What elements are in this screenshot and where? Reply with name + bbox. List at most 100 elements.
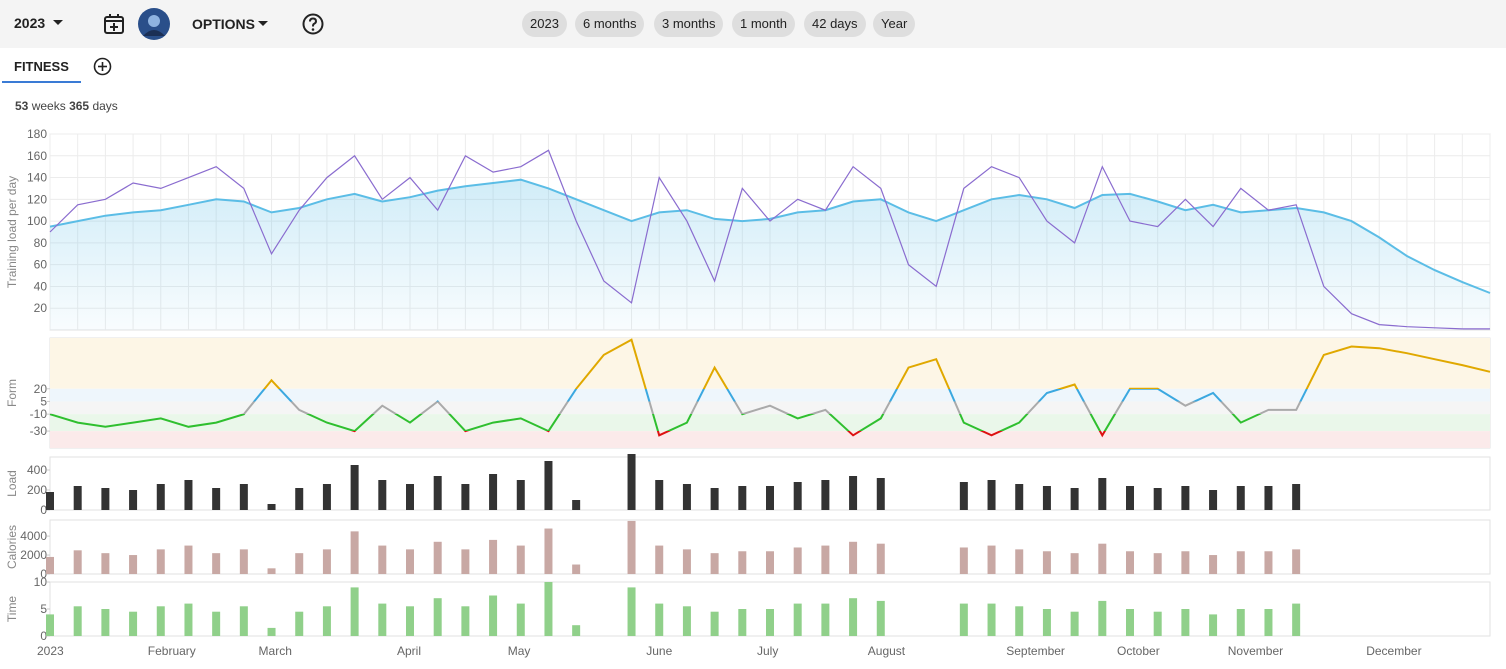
- y-tick-label: 120: [27, 192, 47, 206]
- chart-panel: Calories 0 2000 4000: [5, 519, 1491, 581]
- bar: [239, 484, 248, 510]
- y-tick-label: 10: [34, 575, 48, 589]
- bar: [433, 541, 442, 574]
- y-tick-label: 180: [27, 127, 47, 141]
- bar: [378, 603, 387, 636]
- y-tick-label: 4000: [20, 529, 47, 543]
- bar: [322, 606, 331, 636]
- bar: [212, 611, 221, 636]
- days-unit: days: [92, 99, 118, 113]
- range-button[interactable]: 42 days: [804, 11, 866, 37]
- chart-panel: Time 0 5 10 2023 February March April May June Jul…: [5, 575, 1491, 658]
- bar: [322, 484, 331, 510]
- bar: [738, 486, 747, 510]
- bar: [1126, 551, 1134, 574]
- bar: [406, 484, 414, 510]
- bar: [1042, 551, 1051, 574]
- range-button[interactable]: Year: [873, 11, 916, 37]
- bar: [821, 545, 830, 574]
- bar: [1042, 609, 1051, 636]
- y-tick-label: 0: [40, 629, 47, 643]
- x-tick-label: April: [397, 644, 421, 658]
- zone-band: [50, 414, 1490, 432]
- calendar-icon[interactable]: [102, 12, 126, 36]
- bar: [1153, 488, 1162, 510]
- bar: [766, 609, 774, 636]
- bar: [682, 549, 691, 574]
- bar: [655, 603, 664, 636]
- zone-band: [50, 388, 1490, 402]
- bar: [1209, 614, 1218, 636]
- options-menu[interactable]: OPTIONS: [192, 16, 256, 32]
- bar: [378, 480, 387, 510]
- bar: [156, 549, 165, 574]
- dropdown-arrow: [258, 21, 268, 26]
- bar: [959, 482, 968, 510]
- bar: [793, 603, 802, 636]
- range-button[interactable]: 6 months: [575, 11, 645, 37]
- y-tick-label: 140: [27, 171, 47, 185]
- bar: [821, 603, 830, 636]
- bar: [1181, 551, 1190, 574]
- bar: [821, 480, 830, 510]
- bar: [1181, 609, 1190, 636]
- tab[interactable]: FITNESS: [14, 59, 69, 74]
- bar: [156, 606, 165, 636]
- bar: [461, 484, 470, 510]
- y-tick-label: 80: [34, 236, 48, 250]
- bar: [295, 611, 304, 636]
- bar: [876, 478, 885, 510]
- bar: [766, 486, 774, 510]
- avatar[interactable]: [138, 8, 170, 40]
- add-tab-icon[interactable]: [93, 57, 112, 76]
- bar: [489, 539, 498, 574]
- bar: [322, 549, 331, 574]
- bar: [1209, 555, 1218, 574]
- bar: [239, 549, 248, 574]
- bar: [710, 553, 719, 574]
- bar: [406, 549, 414, 574]
- bar: [627, 587, 636, 636]
- bar: [987, 545, 996, 574]
- y-axis-label: Calories: [5, 525, 19, 569]
- bar: [766, 551, 774, 574]
- x-tick-label: December: [1366, 644, 1421, 658]
- bar: [46, 492, 54, 510]
- bar: [378, 545, 387, 574]
- range-button[interactable]: 2023: [522, 11, 567, 37]
- y-tick-label: 2000: [20, 548, 47, 562]
- y-axis-label: Load: [5, 470, 19, 497]
- area: [50, 179, 1490, 330]
- y-tick-label: 40: [34, 279, 48, 293]
- bar: [406, 606, 414, 636]
- x-tick-label: 2023: [37, 644, 64, 658]
- weeks-unit: weeks: [31, 99, 66, 113]
- bar: [1070, 611, 1079, 636]
- bar: [1042, 486, 1051, 510]
- bar: [267, 568, 276, 574]
- bar: [350, 531, 359, 574]
- bar: [1236, 551, 1245, 574]
- range-button[interactable]: 1 month: [732, 11, 795, 37]
- bar: [1015, 549, 1024, 574]
- form-line: [49, 338, 1491, 438]
- season-select[interactable]: 2023: [14, 15, 46, 31]
- y-tick-label: 400: [27, 463, 47, 477]
- bar: [101, 609, 110, 636]
- bar: [73, 486, 82, 510]
- bar: [1015, 606, 1024, 636]
- x-tick-label: September: [1006, 644, 1065, 658]
- bar: [295, 488, 304, 510]
- bar: [849, 476, 858, 510]
- bar: [1264, 486, 1273, 510]
- bar: [959, 603, 968, 636]
- bar: [959, 547, 968, 574]
- range-button[interactable]: 3 months: [654, 11, 724, 37]
- help-icon[interactable]: [302, 13, 324, 35]
- bar: [433, 476, 442, 510]
- bar: [1070, 488, 1079, 510]
- summary: 53 weeks 365 days: [15, 99, 118, 113]
- bar: [156, 484, 165, 510]
- y-axis-label: Time: [5, 596, 19, 623]
